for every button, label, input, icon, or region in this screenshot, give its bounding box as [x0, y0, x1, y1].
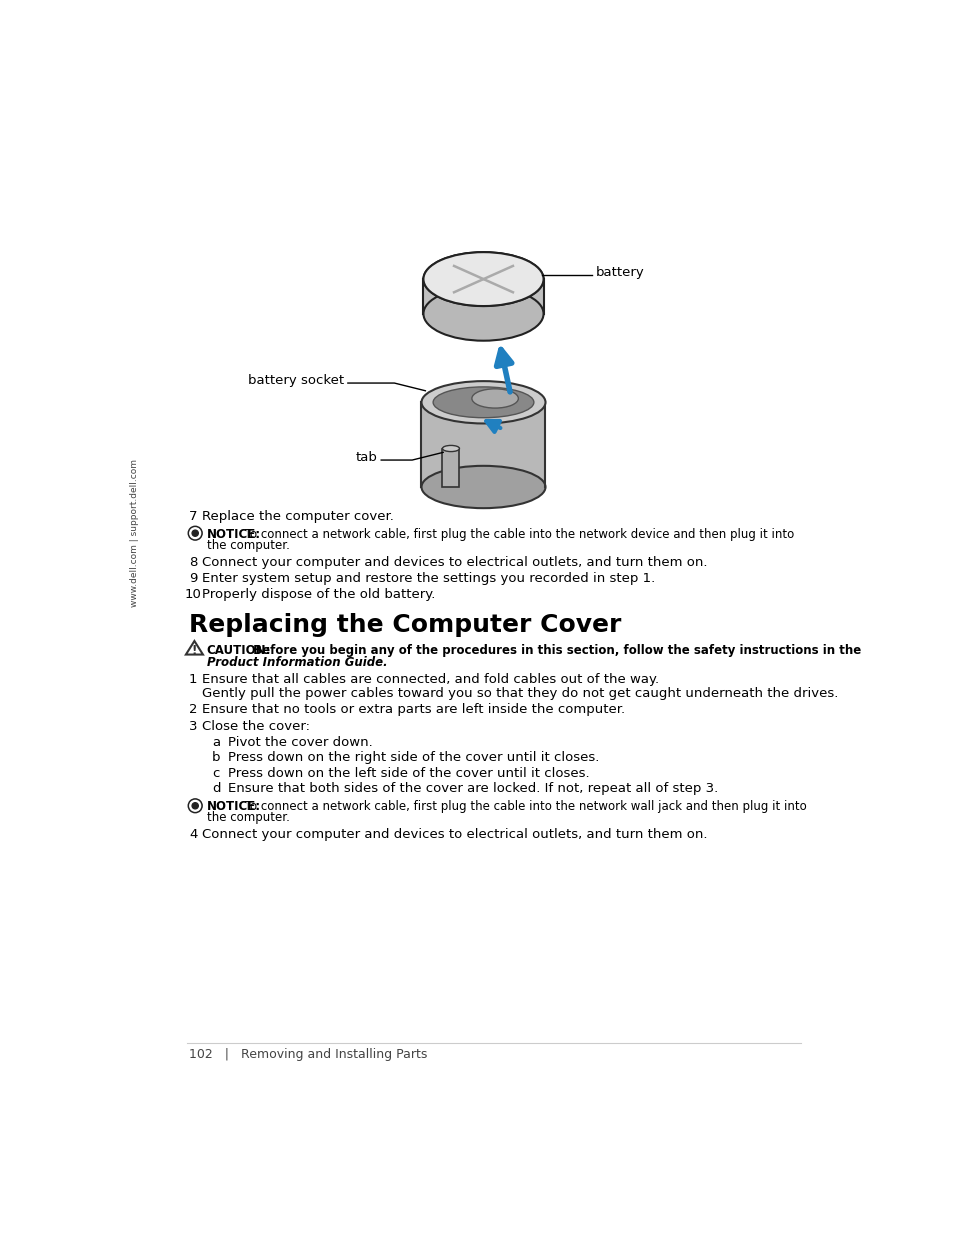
Ellipse shape: [421, 466, 545, 508]
Text: 102   |   Removing and Installing Parts: 102 | Removing and Installing Parts: [189, 1047, 427, 1061]
Text: Properly dispose of the old battery.: Properly dispose of the old battery.: [202, 588, 436, 601]
Text: c: c: [212, 767, 219, 779]
Text: Replacing the Computer Cover: Replacing the Computer Cover: [189, 614, 620, 637]
Text: NOTICE:: NOTICE:: [207, 800, 261, 814]
Circle shape: [188, 799, 202, 813]
Ellipse shape: [423, 252, 543, 306]
Ellipse shape: [433, 387, 534, 417]
Text: 7: 7: [189, 510, 197, 524]
Text: the computer.: the computer.: [207, 538, 290, 552]
Text: Ensure that no tools or extra parts are left inside the computer.: Ensure that no tools or extra parts are …: [202, 704, 624, 716]
FancyBboxPatch shape: [423, 279, 543, 314]
Text: To connect a network cable, first plug the cable into the network wall jack and : To connect a network cable, first plug t…: [241, 800, 806, 814]
Text: battery socket: battery socket: [248, 374, 344, 388]
Text: Press down on the right side of the cover until it closes.: Press down on the right side of the cove…: [228, 751, 598, 764]
Ellipse shape: [442, 446, 459, 452]
Text: Ensure that all cables are connected, and fold cables out of the way.: Ensure that all cables are connected, an…: [202, 673, 659, 685]
Circle shape: [192, 530, 198, 536]
Text: Close the cover:: Close the cover:: [202, 720, 310, 732]
Text: Press down on the left side of the cover until it closes.: Press down on the left side of the cover…: [228, 767, 589, 779]
Text: 3: 3: [189, 720, 197, 732]
Text: Product Information Guide.: Product Information Guide.: [207, 656, 387, 668]
FancyBboxPatch shape: [442, 448, 459, 487]
Text: www.dell.com | support.dell.com: www.dell.com | support.dell.com: [131, 459, 139, 608]
Polygon shape: [186, 641, 203, 655]
Text: battery: battery: [596, 267, 644, 279]
Text: !: !: [192, 643, 197, 657]
Text: CAUTION:: CAUTION:: [207, 645, 271, 657]
Ellipse shape: [423, 287, 543, 341]
Ellipse shape: [472, 389, 517, 408]
Text: 2: 2: [189, 704, 197, 716]
Text: Replace the computer cover.: Replace the computer cover.: [202, 510, 394, 524]
Circle shape: [190, 800, 200, 811]
Ellipse shape: [421, 382, 545, 424]
Text: Before you begin any of the procedures in this section, follow the safety instru: Before you begin any of the procedures i…: [249, 645, 860, 657]
Circle shape: [190, 527, 200, 538]
FancyBboxPatch shape: [421, 403, 545, 487]
Circle shape: [192, 803, 198, 809]
Text: 4: 4: [189, 829, 197, 841]
Circle shape: [188, 526, 202, 540]
Text: To connect a network cable, first plug the cable into the network device and the: To connect a network cable, first plug t…: [241, 527, 793, 541]
Text: 8: 8: [189, 556, 197, 568]
Text: Gently pull the power cables toward you so that they do not get caught underneat: Gently pull the power cables toward you …: [202, 687, 838, 700]
Text: tab: tab: [355, 451, 377, 464]
Text: 10: 10: [184, 588, 201, 601]
Text: b: b: [212, 751, 220, 764]
Text: Ensure that both sides of the cover are locked. If not, repeat all of step 3.: Ensure that both sides of the cover are …: [228, 782, 718, 795]
Text: Connect your computer and devices to electrical outlets, and turn them on.: Connect your computer and devices to ele…: [202, 829, 707, 841]
Text: Connect your computer and devices to electrical outlets, and turn them on.: Connect your computer and devices to ele…: [202, 556, 707, 568]
Text: NOTICE:: NOTICE:: [207, 527, 261, 541]
Text: the computer.: the computer.: [207, 811, 290, 824]
Text: 1: 1: [189, 673, 197, 685]
Text: d: d: [212, 782, 220, 795]
Text: Pivot the cover down.: Pivot the cover down.: [228, 736, 372, 748]
Text: Enter system setup and restore the settings you recorded in step 1.: Enter system setup and restore the setti…: [202, 572, 655, 584]
Text: a: a: [212, 736, 220, 748]
Ellipse shape: [423, 252, 543, 306]
Text: 9: 9: [189, 572, 197, 584]
